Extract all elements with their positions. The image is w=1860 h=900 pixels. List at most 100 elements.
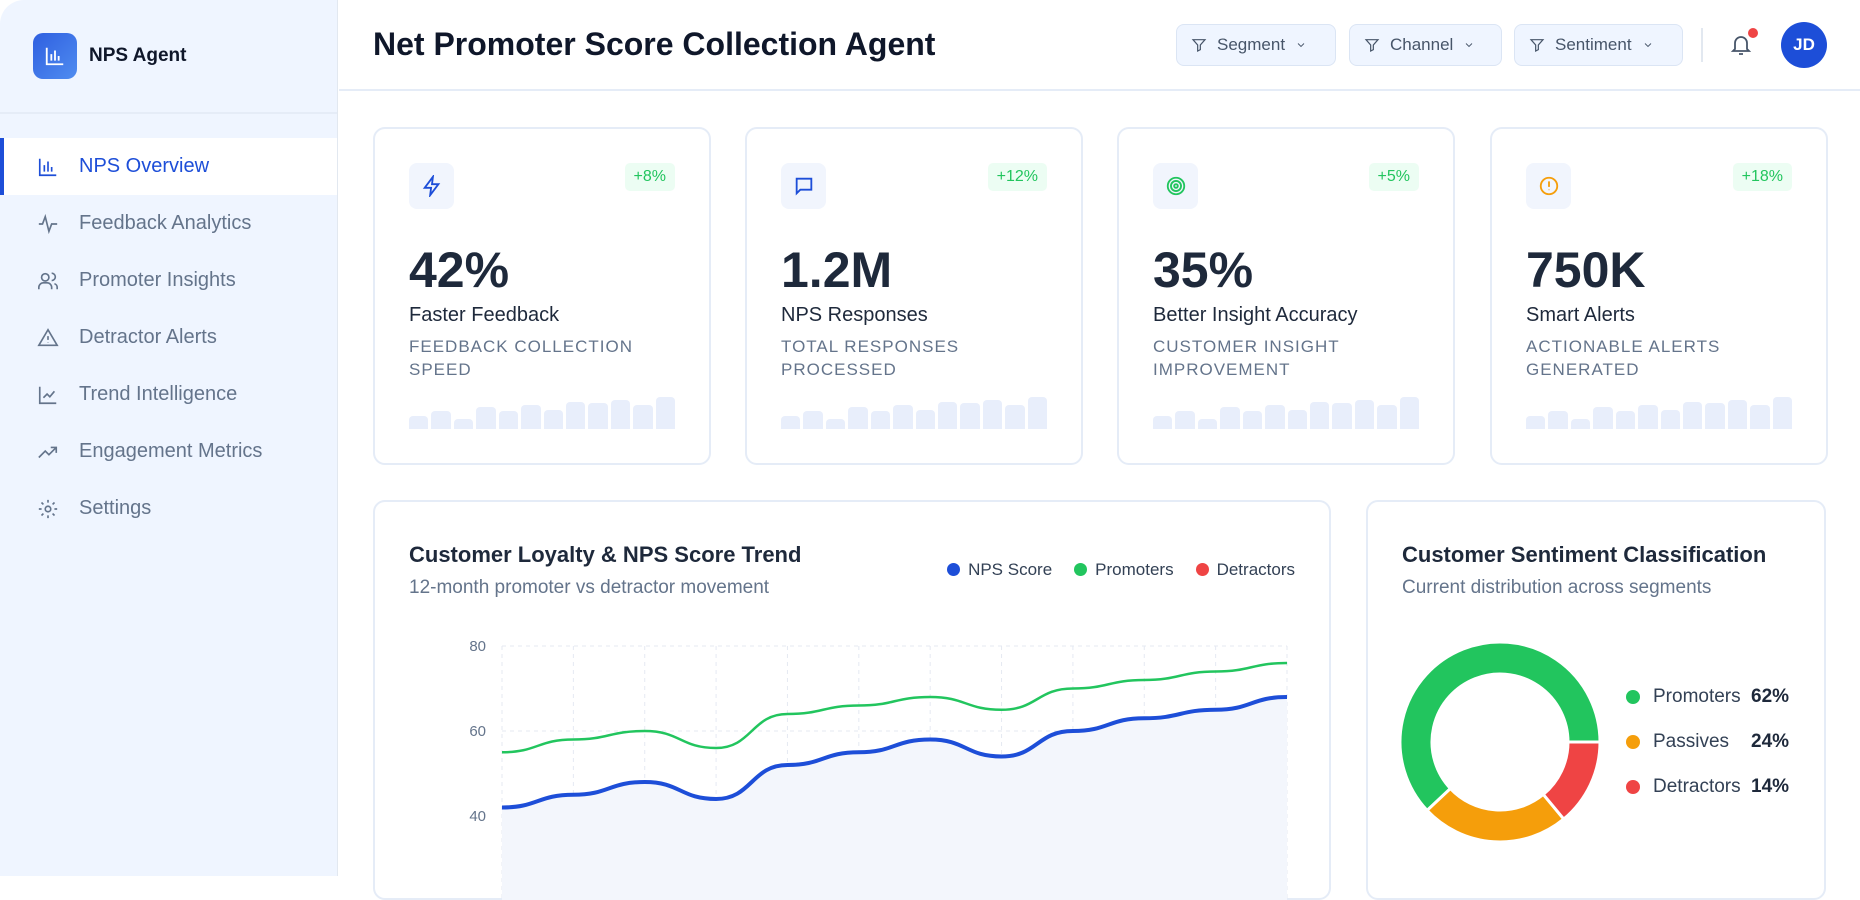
legend-promoters: Promoters <box>1074 560 1174 580</box>
sparkline-bar <box>1153 416 1173 429</box>
filter-icon <box>1191 39 1207 52</box>
sidebar-item-label: Engagement Metrics <box>79 440 263 462</box>
header-divider <box>1701 28 1703 62</box>
sparkline-bar <box>498 411 519 429</box>
sparkline-bar <box>848 406 868 429</box>
sparkline-bar <box>588 403 608 429</box>
message-icon <box>781 163 826 209</box>
change-badge: +5% <box>1368 163 1419 191</box>
sparkline-bar <box>1287 409 1307 429</box>
sidebar-item-trend-intelligence[interactable]: Trend Intelligence <box>0 366 337 423</box>
channel-filter[interactable]: Channel <box>1349 24 1502 66</box>
kpi-value: 42% <box>409 242 510 298</box>
kpi-value: 35% <box>1153 242 1254 298</box>
kpi-sublabel: FEEDBACK COLLECTION SPEED <box>409 337 633 379</box>
sparkline-bar <box>893 405 913 429</box>
chart-subtitle: 12-month promoter vs detractor movement <box>409 577 770 598</box>
donut-title: Customer Sentiment Classification <box>1402 542 1767 567</box>
target-icon <box>1153 163 1198 209</box>
sparkline-bar <box>870 411 891 429</box>
change-badge: +8% <box>624 163 675 191</box>
series-line-promoters <box>501 661 1288 754</box>
users-icon <box>38 271 58 289</box>
sparkline-bar <box>633 405 653 429</box>
trending-up-icon <box>38 446 58 458</box>
notification-dot <box>1748 28 1758 38</box>
sparkline-bar <box>803 411 823 429</box>
sparkline-bar <box>431 411 451 429</box>
sparkline-bar <box>1593 406 1613 429</box>
filter-icon <box>1529 39 1545 52</box>
logo-bar-chart-icon <box>33 33 77 79</box>
sparkline-bar <box>1005 405 1025 429</box>
sparkline <box>1153 397 1420 429</box>
kpi-label: Smart Alerts <box>1526 304 1635 326</box>
page-title: Net Promoter Score Collection Agent <box>373 26 936 62</box>
lightning-icon <box>409 163 454 209</box>
activity-icon <box>38 213 58 234</box>
change-badge: +12% <box>987 163 1047 191</box>
kpi-sublabel: CUSTOMER INSIGHT IMPROVEMENT <box>1153 337 1340 379</box>
sparkline-bar <box>453 419 474 429</box>
sparkline-bar <box>521 405 541 429</box>
segment-filter[interactable]: Segment <box>1176 24 1336 66</box>
kpi-card: +5% 35% Better Insight Accuracy CUSTOMER… <box>1117 127 1455 465</box>
kpi-value: 1.2M <box>781 242 893 298</box>
sparkline-bar <box>1197 419 1218 429</box>
sparkline <box>781 397 1048 429</box>
legend-nps-score: NPS Score <box>947 560 1052 580</box>
legend-detractors: Detractors 14% <box>1626 776 1789 798</box>
legend-passives: Passives 24% <box>1626 731 1789 753</box>
app-name: NPS Agent <box>89 45 187 66</box>
filter-label: Sentiment <box>1555 35 1632 54</box>
sparkline-bar <box>1220 406 1240 429</box>
alert-circle-icon <box>1526 163 1571 209</box>
sparkline-bar <box>409 416 429 429</box>
sparkline-bar <box>655 397 676 429</box>
legend-detractors: Detractors <box>1195 560 1295 580</box>
sparkline-bar <box>1027 397 1048 429</box>
sparkline-bar <box>1548 411 1568 429</box>
sparkline-bar <box>1175 411 1195 429</box>
sidebar-item-feedback-analytics[interactable]: Feedback Analytics <box>0 195 337 252</box>
filter-icon <box>1364 39 1380 52</box>
sidebar-item-label: NPS Overview <box>79 155 210 177</box>
sidebar-item-nps-overview[interactable]: NPS Overview <box>0 138 337 195</box>
sparkline-bar <box>1377 405 1397 429</box>
header: Net Promoter Score Collection Agent Segm… <box>339 0 1860 91</box>
sidebar-item-detractor-alerts[interactable]: Detractor Alerts <box>0 309 337 366</box>
sparkline-bar <box>960 403 980 429</box>
sparkline-bar <box>565 401 586 429</box>
donut-slice-detractors[interactable] <box>1541 740 1600 822</box>
sidebar-item-promoter-insights[interactable]: Promoter Insights <box>0 252 337 309</box>
sparkline-bar <box>1682 401 1703 429</box>
sparkline-bar <box>1399 397 1420 429</box>
sidebar-item-label: Trend Intelligence <box>79 383 238 405</box>
avatar[interactable]: JD <box>1781 22 1827 68</box>
y-tick-label: 60 <box>469 723 486 740</box>
change-badge: +18% <box>1732 163 1792 191</box>
sidebar-item-settings[interactable]: Settings <box>0 480 337 537</box>
kpi-sublabel: TOTAL RESPONSES PROCESSED <box>781 337 960 379</box>
sparkline-bar <box>982 400 1003 429</box>
sparkline-bar <box>1332 403 1352 429</box>
donut-slice-promoters[interactable] <box>1400 642 1600 813</box>
sparkline-bar <box>1615 411 1636 429</box>
line-chart: 80 60 40 <box>469 638 1288 900</box>
series-line-nps-score <box>501 695 1288 810</box>
nps-area <box>502 697 1287 900</box>
sidebar: NPS Agent NPS Overview Feedback Analytic… <box>0 0 338 876</box>
chevron-down-icon <box>1297 43 1305 48</box>
sidebar-item-engagement-metrics[interactable]: Engagement Metrics <box>0 423 337 480</box>
sentiment-filter[interactable]: Sentiment <box>1514 24 1683 66</box>
gear-icon <box>38 499 58 518</box>
kpi-card: +18% 750K Smart Alerts ACTIONABLE ALERTS… <box>1490 127 1828 465</box>
sparkline <box>1526 397 1793 429</box>
donut-chart <box>1400 642 1600 842</box>
sparkline-bar <box>915 409 935 429</box>
kpi-label: NPS Responses <box>781 304 928 326</box>
bell-icon[interactable] <box>1729 32 1753 58</box>
kpi-label: Faster Feedback <box>409 304 560 326</box>
sparkline-bar <box>1660 409 1680 429</box>
sparkline-bar <box>1638 405 1658 429</box>
